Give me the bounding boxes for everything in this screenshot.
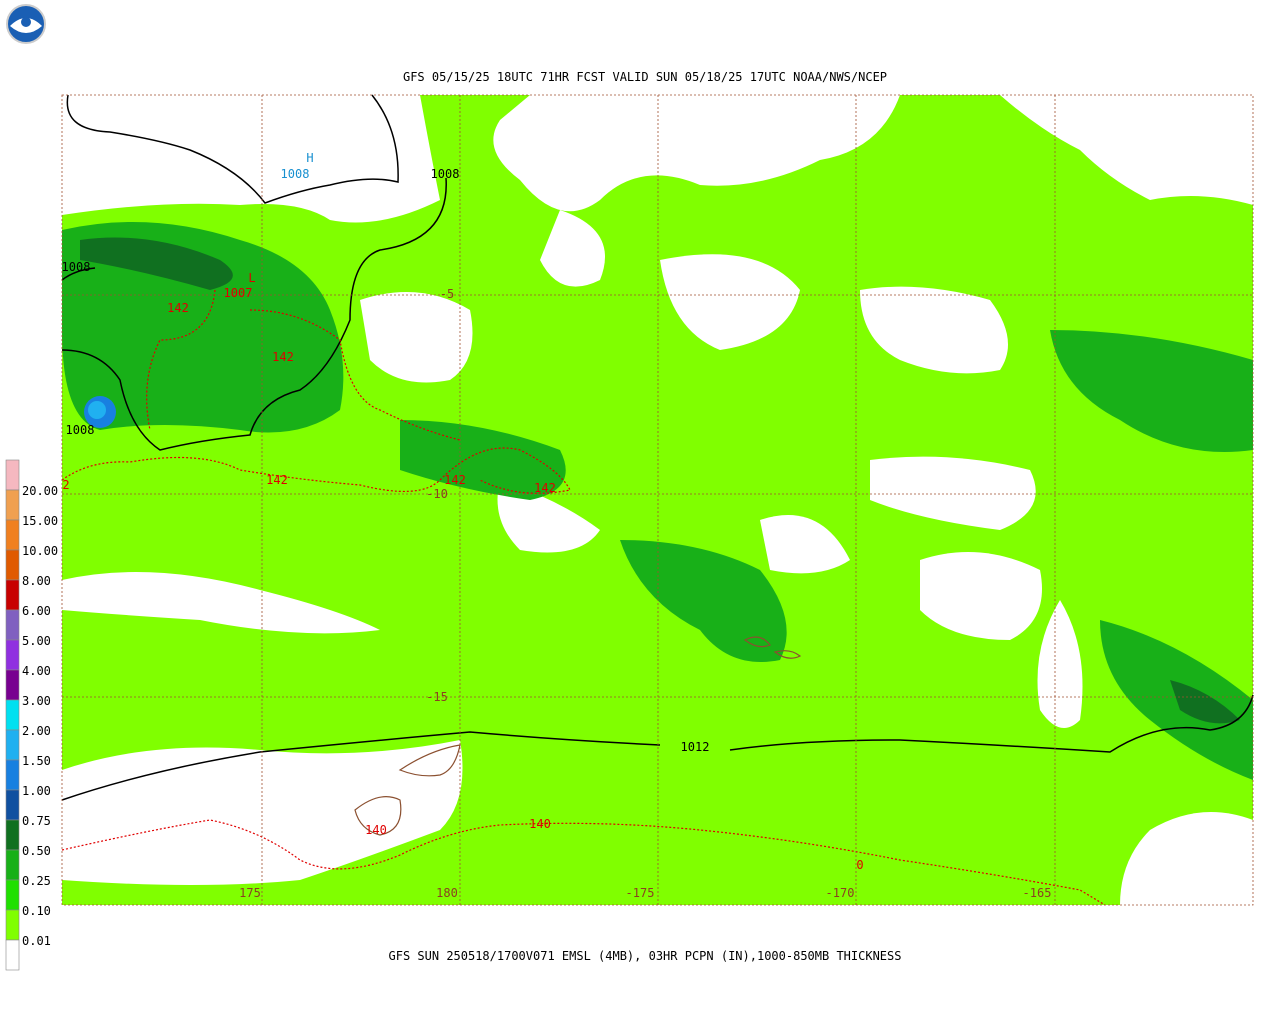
- longitude-label: -175: [626, 886, 655, 900]
- thickness-label: 142: [266, 473, 288, 487]
- map-labels: 175 180 -175 -170 -165 -5 -10 -15 1008 1008 1008 10…: [62, 151, 1052, 900]
- legend-label: 0.25: [22, 874, 51, 888]
- legend-swatch: [5, 609, 20, 641]
- noaa-logo: [6, 4, 46, 44]
- thickness-label: 142: [534, 481, 556, 495]
- high-center: H: [306, 151, 313, 165]
- legend: 20.00 15.00 10.00 8.00 6.00 5.00 4.00 3.00 2.00 1…: [5, 459, 58, 971]
- legend-label: 0.01: [22, 934, 51, 948]
- title: GFS 05/15/25 18UTC 71HR FCST VALID SUN 0…: [403, 70, 887, 84]
- legend-label: 15.00: [22, 514, 58, 528]
- thickness-label: 140: [365, 823, 387, 837]
- legend-label: 0.10: [22, 904, 51, 918]
- legend-label: 1.00: [22, 784, 51, 798]
- legend-swatch: [5, 519, 20, 551]
- legend-label: 10.00: [22, 544, 58, 558]
- legend-swatch: [5, 459, 20, 491]
- legend-swatch: [5, 819, 20, 851]
- legend-swatch: [5, 909, 20, 941]
- thickness-label: 0: [856, 858, 863, 872]
- longitude-label: -170: [826, 886, 855, 900]
- legend-label: 5.00: [22, 634, 51, 648]
- legend-swatch: [5, 939, 20, 971]
- legend-label: 1.50: [22, 754, 51, 768]
- thickness-label: 142: [444, 473, 466, 487]
- legend-label: 0.50: [22, 844, 51, 858]
- longitude-label: 175: [239, 886, 261, 900]
- thickness-label: 2: [62, 478, 69, 492]
- legend-label: 3.00: [22, 694, 51, 708]
- longitude-label: 180: [436, 886, 458, 900]
- low-center: L: [248, 271, 255, 285]
- pressure-label: 1008: [281, 167, 310, 181]
- longitude-label: -165: [1023, 886, 1052, 900]
- legend-label: 0.75: [22, 814, 51, 828]
- legend-swatch: [5, 729, 20, 761]
- legend-swatch: [5, 579, 20, 611]
- legend-swatch: [5, 489, 20, 521]
- legend-label: 8.00: [22, 574, 51, 588]
- legend-label: 6.00: [22, 604, 51, 618]
- legend-swatch: [5, 549, 20, 581]
- pressure-label: 1012: [681, 740, 710, 754]
- grid: [61, 94, 1254, 906]
- thickness-contours: [61, 289, 1106, 906]
- pressure-label: 1008: [431, 167, 460, 181]
- footer-caption: GFS SUN 250518/1700V071 EMSL (4MB), 03HR…: [389, 949, 902, 963]
- legend-label: 20.00: [22, 484, 58, 498]
- legend-label: 2.00: [22, 724, 51, 738]
- coastlines: [354, 636, 802, 836]
- thickness-label: 142: [167, 301, 189, 315]
- pressure-contours: [61, 94, 1254, 801]
- legend-swatch: [5, 759, 20, 791]
- pressure-label: 1007: [224, 286, 253, 300]
- thickness-label: 140: [529, 817, 551, 831]
- legend-swatch: [5, 639, 20, 671]
- legend-swatch: [5, 879, 20, 911]
- legend-swatch: [5, 699, 20, 731]
- pressure-label: 1008: [66, 423, 95, 437]
- latitude-label: -10: [426, 487, 448, 501]
- pressure-label: 1008: [62, 260, 91, 274]
- thickness-label: 142: [272, 350, 294, 364]
- legend-label: 4.00: [22, 664, 51, 678]
- latitude-label: -15: [426, 690, 448, 704]
- precipitation-field: [62, 95, 1253, 905]
- legend-swatch: [5, 849, 20, 881]
- latitude-label: -5: [440, 287, 454, 301]
- legend-swatch: [5, 789, 20, 821]
- legend-swatch: [5, 669, 20, 701]
